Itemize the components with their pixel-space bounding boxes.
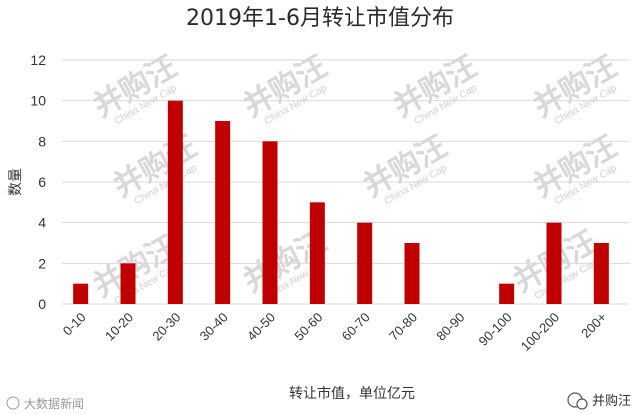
gridlines [62, 59, 630, 305]
y-tick-label: 0 [38, 296, 46, 312]
footer-right: 并购汪 [567, 392, 631, 410]
x-tick-label: 40-50 [244, 310, 278, 344]
x-tick-label: 200+ [578, 310, 609, 341]
x-tick-label: 0-10 [60, 310, 89, 339]
bar [593, 243, 609, 304]
bar [73, 283, 89, 304]
x-tick-label: 10-20 [102, 310, 136, 344]
y-tick-label: 4 [38, 215, 46, 231]
x-axis-ticks: 0-10 10-20 20-30 30-40 40-50 50-60 60-70 70-80 8… [60, 310, 610, 354]
bar [262, 141, 278, 304]
y-tick-label: 2 [38, 255, 46, 271]
bar [546, 222, 562, 304]
x-tick-label: 20-30 [149, 310, 183, 344]
y-axis-ticks: 0 2 4 6 8 10 12 [30, 52, 46, 312]
x-tick-label: 80-90 [433, 310, 467, 344]
footer-left-text: 大数据新闻 [24, 396, 84, 411]
footer-left: 大数据新闻 [6, 396, 84, 411]
bar [309, 202, 325, 304]
bar [357, 222, 373, 304]
x-tick-label: 50-60 [291, 310, 325, 344]
y-tick-label: 10 [30, 93, 46, 109]
x-tick-label: 70-80 [386, 310, 420, 344]
source-logo-icon [6, 396, 20, 410]
x-tick-label: 60-70 [339, 310, 373, 344]
bars [73, 100, 609, 305]
x-tick-label: 30-40 [197, 310, 231, 344]
bar [404, 243, 420, 304]
wechat-icon-small [576, 398, 588, 410]
y-tick-label: 12 [30, 52, 46, 68]
bar [499, 283, 515, 304]
y-tick-label: 6 [38, 174, 46, 190]
bar [167, 100, 183, 305]
y-axis-label: 数量 [8, 168, 24, 196]
chart-title: 2019年1-6月转让市值分布 [186, 6, 454, 31]
bar [215, 121, 231, 304]
x-tick-label: 100-200 [518, 310, 562, 354]
x-tick-label: 90-100 [476, 310, 515, 349]
y-tick-label: 8 [38, 133, 46, 149]
x-axis-label: 转让市值，单位亿元 [289, 385, 415, 402]
bar [120, 263, 136, 304]
footer-right-text: 并购汪 [592, 393, 631, 409]
